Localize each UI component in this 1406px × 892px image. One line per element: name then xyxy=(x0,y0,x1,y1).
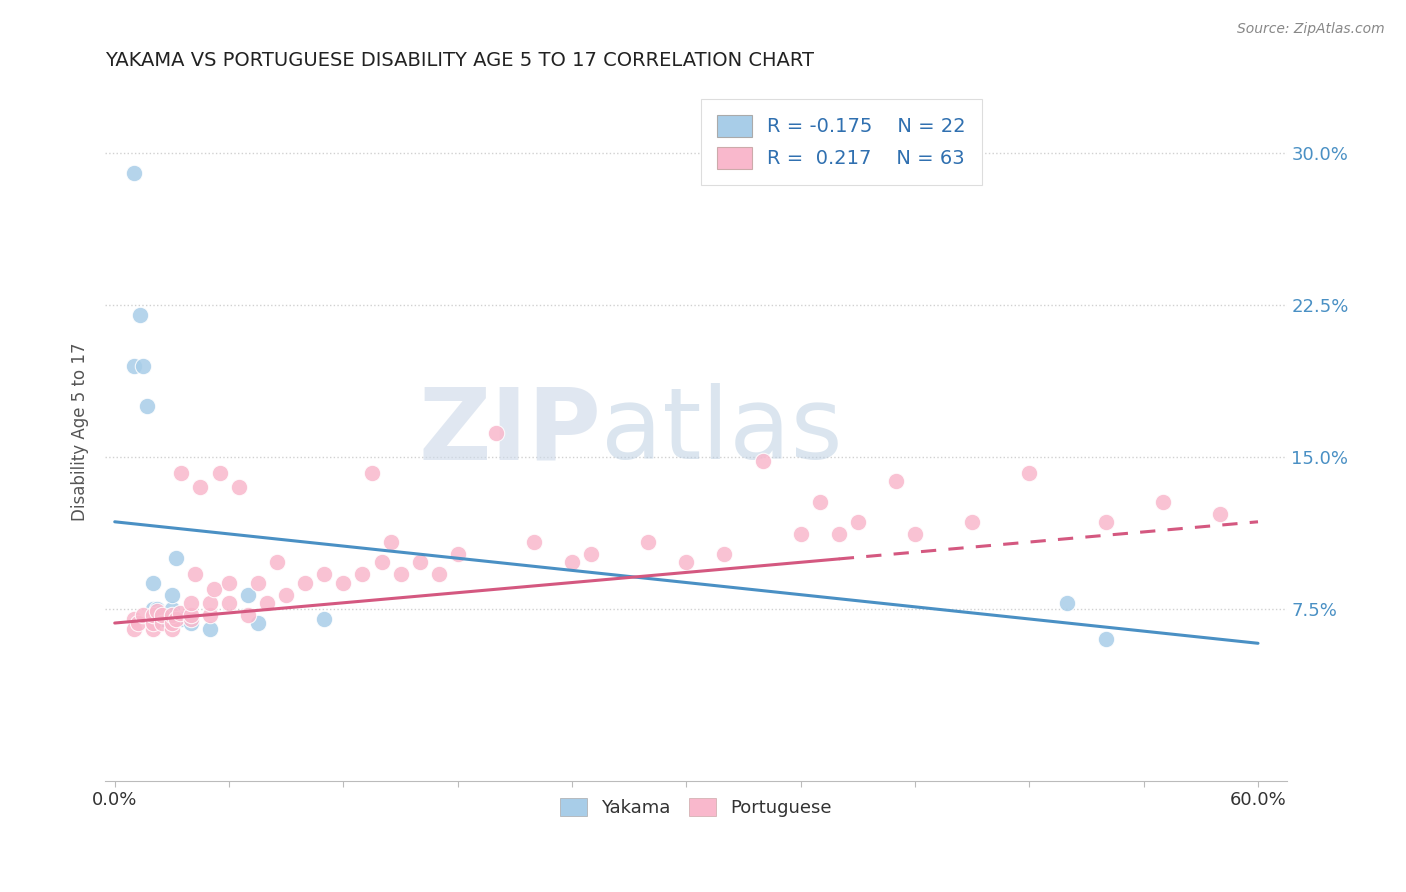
Text: YAKAMA VS PORTUGUESE DISABILITY AGE 5 TO 17 CORRELATION CHART: YAKAMA VS PORTUGUESE DISABILITY AGE 5 TO… xyxy=(105,51,814,70)
Point xyxy=(427,567,450,582)
Point xyxy=(160,588,183,602)
Point xyxy=(408,555,430,569)
Point xyxy=(218,596,240,610)
Point xyxy=(160,615,183,630)
Point xyxy=(142,607,165,622)
Point xyxy=(169,606,191,620)
Point xyxy=(132,607,155,622)
Point xyxy=(828,527,851,541)
Point xyxy=(150,607,173,622)
Point xyxy=(332,575,354,590)
Point xyxy=(361,466,384,480)
Point xyxy=(713,547,735,561)
Point xyxy=(904,527,927,541)
Point xyxy=(276,588,298,602)
Point xyxy=(132,359,155,373)
Point xyxy=(1209,507,1232,521)
Point xyxy=(150,612,173,626)
Point xyxy=(675,555,697,569)
Point xyxy=(294,575,316,590)
Point xyxy=(160,602,183,616)
Point xyxy=(637,535,659,549)
Point xyxy=(150,615,173,630)
Point xyxy=(127,615,149,630)
Point xyxy=(198,607,221,622)
Point xyxy=(142,602,165,616)
Point xyxy=(180,612,202,626)
Point xyxy=(789,527,811,541)
Point xyxy=(314,567,336,582)
Text: ZIP: ZIP xyxy=(419,384,602,480)
Point xyxy=(180,615,202,630)
Point xyxy=(122,622,145,636)
Point xyxy=(884,475,907,489)
Point xyxy=(751,454,773,468)
Point xyxy=(180,596,202,610)
Point xyxy=(142,575,165,590)
Text: Source: ZipAtlas.com: Source: ZipAtlas.com xyxy=(1237,22,1385,37)
Point xyxy=(136,400,159,414)
Point xyxy=(122,166,145,180)
Point xyxy=(314,612,336,626)
Point xyxy=(149,606,172,620)
Point xyxy=(808,494,831,508)
Point xyxy=(190,480,212,494)
Point xyxy=(165,612,187,626)
Point xyxy=(142,622,165,636)
Point xyxy=(160,607,183,622)
Point xyxy=(228,480,250,494)
Point xyxy=(960,515,983,529)
Point xyxy=(198,622,221,636)
Point xyxy=(561,555,583,569)
Point xyxy=(184,567,207,582)
Point xyxy=(1094,632,1116,647)
Point xyxy=(236,588,259,602)
Point xyxy=(198,596,221,610)
Point xyxy=(447,547,470,561)
Point xyxy=(160,622,183,636)
Point xyxy=(846,515,869,529)
Point xyxy=(170,612,193,626)
Point xyxy=(236,607,259,622)
Legend: Yakama, Portuguese: Yakama, Portuguese xyxy=(553,790,839,824)
Point xyxy=(380,535,402,549)
Point xyxy=(246,575,269,590)
Y-axis label: Disability Age 5 to 17: Disability Age 5 to 17 xyxy=(72,343,89,521)
Point xyxy=(142,615,165,630)
Point xyxy=(165,551,187,566)
Point xyxy=(148,612,170,626)
Point xyxy=(370,555,392,569)
Point xyxy=(145,604,167,618)
Point xyxy=(122,612,145,626)
Point xyxy=(180,607,202,622)
Point xyxy=(1018,466,1040,480)
Point xyxy=(170,466,193,480)
Point xyxy=(266,555,288,569)
Point xyxy=(202,582,225,596)
Point xyxy=(1094,515,1116,529)
Point xyxy=(1056,596,1078,610)
Point xyxy=(145,602,167,616)
Point xyxy=(523,535,546,549)
Point xyxy=(218,575,240,590)
Point xyxy=(352,567,374,582)
Point xyxy=(389,567,412,582)
Point xyxy=(208,466,231,480)
Point xyxy=(256,596,278,610)
Point xyxy=(579,547,602,561)
Point xyxy=(485,425,508,440)
Point xyxy=(122,359,145,373)
Point xyxy=(246,615,269,630)
Point xyxy=(128,308,150,322)
Point xyxy=(1152,494,1174,508)
Text: atlas: atlas xyxy=(602,384,844,480)
